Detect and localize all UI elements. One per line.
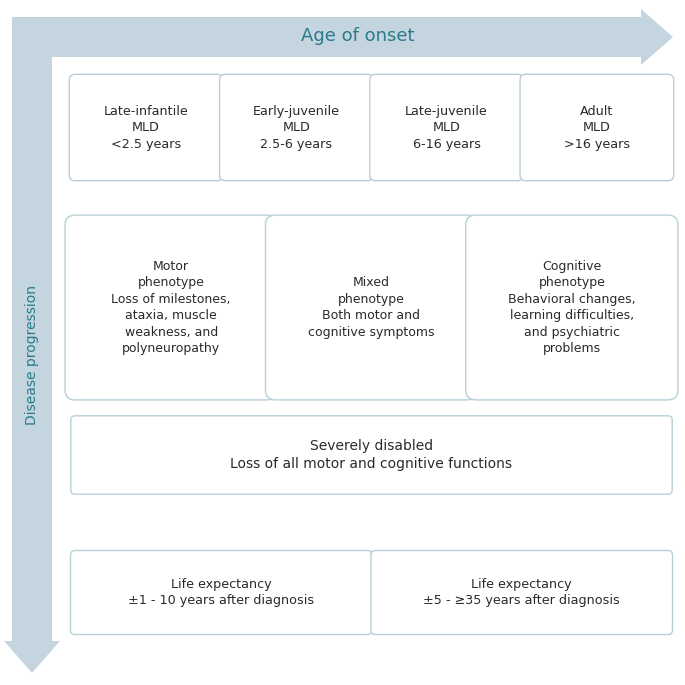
FancyBboxPatch shape (220, 74, 373, 181)
Text: Age of onset: Age of onset (301, 27, 414, 45)
Text: Early-juvenile
MLD
2.5-6 years: Early-juvenile MLD 2.5-6 years (253, 105, 340, 151)
FancyBboxPatch shape (71, 416, 672, 494)
FancyBboxPatch shape (370, 74, 523, 181)
FancyBboxPatch shape (371, 551, 673, 634)
Text: Mixed
phenotype
Both motor and
cognitive symptoms: Mixed phenotype Both motor and cognitive… (308, 276, 435, 339)
Text: Late-infantile
MLD
<2.5 years: Late-infantile MLD <2.5 years (103, 105, 188, 151)
Polygon shape (12, 9, 673, 65)
FancyBboxPatch shape (65, 215, 277, 400)
Text: Late-juvenile
MLD
6-16 years: Late-juvenile MLD 6-16 years (406, 105, 488, 151)
Text: Adult
MLD
>16 years: Adult MLD >16 years (564, 105, 630, 151)
FancyBboxPatch shape (265, 215, 477, 400)
FancyBboxPatch shape (466, 215, 678, 400)
Text: Life expectancy
±5 - ≥35 years after diagnosis: Life expectancy ±5 - ≥35 years after dia… (423, 577, 620, 607)
Text: Disease progression: Disease progression (25, 285, 39, 425)
Text: Motor
phenotype
Loss of milestones,
ataxia, muscle
weakness, and
polyneuropathy: Motor phenotype Loss of milestones, atax… (112, 260, 231, 356)
Text: Cognitive
phenotype
Behavioral changes,
learning difficulties,
and psychiatric
p: Cognitive phenotype Behavioral changes, … (508, 260, 636, 356)
Polygon shape (4, 17, 60, 673)
FancyBboxPatch shape (71, 551, 372, 634)
Text: Severely disabled
Loss of all motor and cognitive functions: Severely disabled Loss of all motor and … (230, 439, 512, 471)
Text: Life expectancy
±1 - 10 years after diagnosis: Life expectancy ±1 - 10 years after diag… (128, 577, 314, 607)
FancyBboxPatch shape (69, 74, 223, 181)
FancyBboxPatch shape (520, 74, 674, 181)
